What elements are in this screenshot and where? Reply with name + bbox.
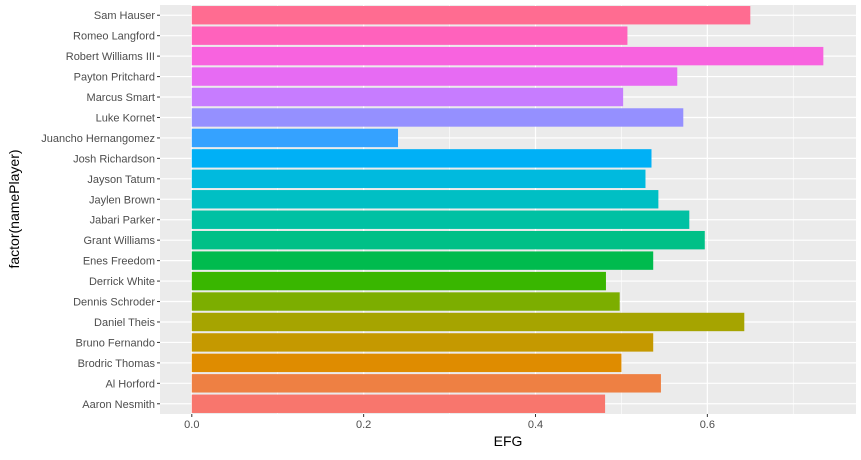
bar-bruno-fernando <box>191 333 654 352</box>
plot-panel <box>160 5 856 414</box>
y-tick-label: Enes Freedom <box>83 256 155 268</box>
bars-group <box>191 6 824 413</box>
x-axis-title: EFG <box>494 433 523 449</box>
bar-aaron-nesmith <box>191 394 606 413</box>
y-tick-label: Derrick White <box>89 276 155 288</box>
bar-al-horford <box>191 374 661 393</box>
bar-dennis-schroder <box>191 292 620 311</box>
y-tick-label: Jayson Tatum <box>87 174 155 186</box>
bar-marcus-smart <box>191 87 624 107</box>
bar-daniel-theis <box>191 312 745 332</box>
x-axis: 0.0 0.2 0.4 0.6 <box>184 414 715 431</box>
y-tick-label: Daniel Theis <box>94 317 155 329</box>
y-tick-label: Dennis Schroder <box>73 297 155 309</box>
bar-jabari-parker <box>191 210 690 229</box>
bar-derrick-white <box>191 271 606 291</box>
y-tick-label: Romeo Langford <box>73 31 155 43</box>
y-tick-label: Al Horford <box>105 378 155 390</box>
y-tick-label: Payton Pritchard <box>74 72 155 84</box>
y-axis: Aaron Nesmith Al Horford Brodric Thomas Bru… <box>41 10 160 411</box>
y-tick-label: Juancho Hernangomez <box>41 133 155 145</box>
x-tick-label: 0.2 <box>356 419 371 431</box>
y-tick-label: Grant Williams <box>83 235 155 247</box>
x-tick-label: 0.0 <box>184 419 199 431</box>
y-tick-label: Aaron Nesmith <box>82 399 155 411</box>
bar-romeo-langford <box>191 26 628 45</box>
bar-brodric-thomas <box>191 353 622 373</box>
bar-robert-williams-iii <box>191 46 824 66</box>
y-tick-label: Jabari Parker <box>90 215 156 227</box>
bar-enes-freedom <box>191 251 654 270</box>
bar-jayson-tatum <box>191 169 646 189</box>
x-tick-label: 0.4 <box>528 419 543 431</box>
bar-josh-richardson <box>191 149 652 168</box>
y-tick-label: Brodric Thomas <box>78 358 156 370</box>
y-tick-label: Sam Hauser <box>94 10 155 22</box>
bar-grant-williams <box>191 230 705 250</box>
y-axis-title: factor(namePlayer) <box>6 149 22 268</box>
y-tick-label: Marcus Smart <box>87 92 155 104</box>
y-tick-label: Jaylen Brown <box>89 194 155 206</box>
y-tick-label: Josh Richardson <box>73 153 155 165</box>
y-tick-label: Bruno Fernando <box>76 337 156 349</box>
bar-jaylen-brown <box>191 190 659 209</box>
bar-payton-pritchard <box>191 67 678 86</box>
x-tick-label: 0.6 <box>700 419 715 431</box>
bar-luke-kornet <box>191 108 684 127</box>
bar-juancho-hernangomez <box>191 128 399 148</box>
y-tick-label: Luke Kornet <box>96 112 155 124</box>
bar-sam-hauser <box>191 6 751 25</box>
y-tick-label: Robert Williams III <box>66 51 155 63</box>
